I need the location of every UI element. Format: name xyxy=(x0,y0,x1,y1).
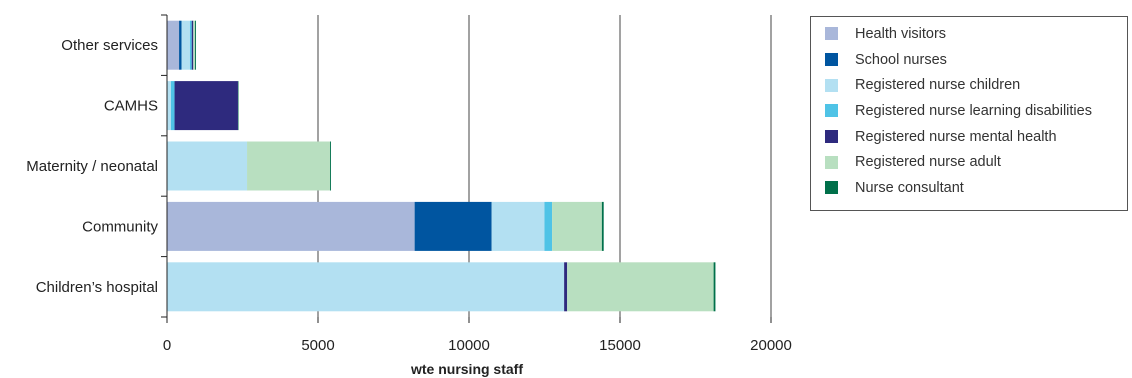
legend-label: Nurse consultant xyxy=(855,179,964,196)
bar-segment xyxy=(167,141,248,191)
bar-segment xyxy=(544,201,553,251)
bar-segment xyxy=(247,141,331,191)
bar-segment xyxy=(189,20,192,70)
y-tick-label: Children’s hospital xyxy=(36,279,158,296)
legend-item: Nurse consultant xyxy=(825,175,1127,201)
x-tick-label: 10000 xyxy=(448,337,490,354)
legend-item: Registered nurse mental health xyxy=(825,124,1127,150)
x-tick-label: 5000 xyxy=(301,337,334,354)
bar-segment xyxy=(167,262,565,312)
bar-segment xyxy=(713,262,716,312)
legend-swatch xyxy=(825,130,838,144)
legend-item: Registered nurse learning disabilities xyxy=(825,98,1127,124)
bars xyxy=(167,20,716,312)
bar-segment xyxy=(552,201,602,251)
legend-label: Registered nurse mental health xyxy=(855,128,1057,145)
bar-segment xyxy=(167,20,180,70)
axes: Other services CAMHS Maternity / neonatal C… xyxy=(26,14,792,354)
bar-segment xyxy=(170,81,175,131)
bar-segment xyxy=(491,201,545,251)
legend-swatch xyxy=(825,104,838,118)
legend-swatch xyxy=(825,155,838,169)
legend-label: Registered nurse learning disabilities xyxy=(855,102,1092,119)
bar-segment xyxy=(414,201,492,251)
bar-segment xyxy=(193,20,196,70)
bar-segment xyxy=(167,201,415,251)
x-axis-title: wte nursing staff xyxy=(410,361,523,377)
y-tick-label: Other services xyxy=(61,37,158,54)
legend-item: Registered nurse children xyxy=(825,72,1127,98)
bar-segment xyxy=(330,141,331,191)
legend-label: Health visitors xyxy=(855,25,947,42)
x-tick-label: 0 xyxy=(163,337,171,354)
legend-swatch xyxy=(825,181,838,195)
bar-segment xyxy=(601,201,604,251)
y-tick-label: Community xyxy=(82,218,158,235)
legend-item: School nurses xyxy=(825,47,1127,73)
bar-segment xyxy=(567,262,714,312)
legend: Health visitors School nurses Registered n… xyxy=(810,16,1128,211)
y-tick-label: Maternity / neonatal xyxy=(26,158,158,175)
bar-segment xyxy=(237,81,239,131)
legend-label: Registered nurse adult xyxy=(855,154,1001,171)
legend-label: Registered nurse children xyxy=(855,77,1021,94)
bar-segment xyxy=(174,81,238,131)
bar-segment xyxy=(181,20,190,70)
legend-swatch xyxy=(825,27,838,41)
bar-segment xyxy=(195,20,196,70)
x-tick-label: 20000 xyxy=(750,337,792,354)
legend-label: School nurses xyxy=(855,51,947,68)
y-tick-label: CAMHS xyxy=(104,98,158,115)
legend-item: Registered nurse adult xyxy=(825,149,1127,175)
bar-segment xyxy=(179,20,182,70)
bar-segment xyxy=(564,262,568,312)
legend-swatch xyxy=(825,78,838,92)
bar-segment xyxy=(191,20,194,70)
legend-item: Health visitors xyxy=(825,21,1127,47)
legend-swatch xyxy=(825,53,838,67)
x-tick-label: 15000 xyxy=(599,337,641,354)
bar-segment xyxy=(167,81,171,131)
